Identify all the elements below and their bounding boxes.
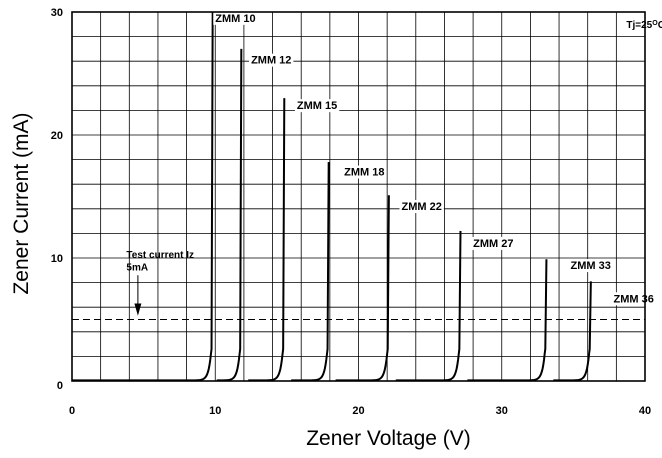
curve-label-background — [213, 11, 258, 25]
curve-label-layer: ZMM 10 ZMM 12 ZMM 15 ZMM 18 ZMM 22 ZMM 27 ZMM … — [213, 11, 656, 306]
x-tick-label: 10 — [209, 405, 221, 417]
curve-label-background — [568, 259, 613, 273]
curve-label: ZMM 15 — [297, 100, 337, 112]
y-tick-label: 10 — [51, 253, 63, 265]
grid-layer — [72, 12, 645, 381]
curve-label-background — [399, 200, 444, 214]
curve-label-background — [249, 53, 294, 67]
x-tick-label: 40 — [639, 405, 651, 417]
curve-label: ZMM 33 — [571, 260, 611, 272]
y-tick-label: 0 — [57, 380, 63, 392]
x-tick-label: 0 — [69, 405, 75, 417]
curve-label-background — [471, 236, 516, 250]
y-tick-label: 30 — [51, 7, 63, 19]
junction-temperature-label: Tj=25OC — [626, 20, 662, 32]
x-tick-label: 20 — [352, 405, 364, 417]
curve-label-background — [342, 165, 387, 179]
x-tick-label: 30 — [496, 405, 508, 417]
degree-superscript: O — [652, 20, 658, 27]
test-current-arrowhead — [134, 303, 142, 316]
curve-label: ZMM 12 — [251, 55, 291, 67]
y-axis-title: Zener Current (mA) — [10, 112, 33, 294]
temperature-unit: C — [658, 20, 662, 31]
curve-label-background — [294, 99, 340, 113]
y-tick-label: 20 — [51, 130, 63, 142]
curve-label: ZMM 10 — [215, 13, 255, 25]
temperature-value: Tj=25 — [626, 20, 652, 31]
test-current-layer — [72, 275, 645, 320]
tick-label-layer: 0 10 20 30 40 0 10 20 30 — [51, 7, 651, 417]
test-current-label: Test current Iz — [126, 250, 194, 261]
curve-label: ZMM 27 — [473, 238, 513, 250]
x-axis-title: Zener Voltage (V) — [306, 427, 471, 450]
plot-frame — [71, 11, 646, 382]
test-current-value: 5mA — [126, 262, 148, 273]
curve-label: ZMM 36 — [613, 293, 653, 305]
curve-label: ZMM 22 — [401, 201, 441, 213]
curve-label: ZMM 18 — [344, 167, 384, 179]
